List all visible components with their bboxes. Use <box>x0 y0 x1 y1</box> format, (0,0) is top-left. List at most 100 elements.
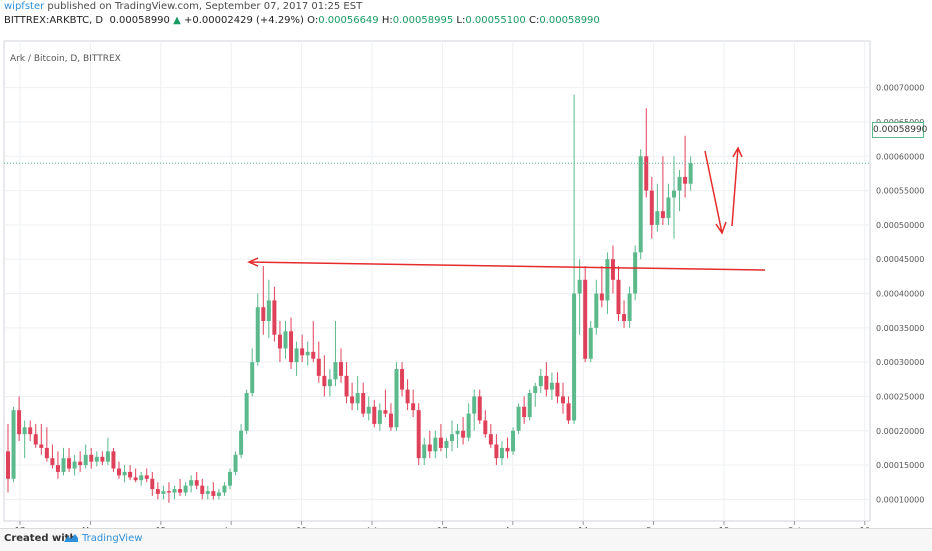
close-value: 0.00058990 <box>539 15 600 26</box>
change-arrow-icon: ▲ <box>173 15 181 26</box>
candle-body <box>483 420 488 435</box>
candle-body <box>183 485 188 493</box>
candle-body <box>261 307 266 321</box>
candles <box>6 94 693 503</box>
up-arrowhead-icon <box>732 146 743 158</box>
candle-body <box>305 351 310 356</box>
current-price-tag: 0.00058990 <box>872 122 927 138</box>
candle-body <box>477 396 482 421</box>
candle-body <box>122 471 127 476</box>
candle-body <box>566 403 571 421</box>
candle-body <box>422 444 427 459</box>
y-tick-label: 0.00060000 <box>876 152 924 161</box>
y-tick-label: 0.00070000 <box>876 84 924 93</box>
candle-body <box>450 434 454 442</box>
candle-body <box>222 485 227 493</box>
candle-body <box>83 454 88 466</box>
candle-body <box>339 362 343 376</box>
candle-body <box>622 314 627 321</box>
candle-body <box>549 382 554 390</box>
candle-body <box>466 413 471 438</box>
last-price: 0.00058990 <box>109 15 170 26</box>
candle-body <box>394 369 399 428</box>
candle-body <box>67 458 72 469</box>
candle-body <box>289 331 294 363</box>
author-link[interactable]: wipfster <box>4 1 45 12</box>
candle-body <box>577 279 582 294</box>
candle-body <box>672 190 676 198</box>
candle-body <box>283 331 288 349</box>
candle-body <box>688 163 693 184</box>
candle-body <box>150 478 155 490</box>
candle-body <box>255 307 260 363</box>
low-label: L: <box>456 15 466 26</box>
grid <box>4 41 870 521</box>
candle-body <box>89 454 94 462</box>
published-text: published on TradingView.com, September … <box>47 1 363 12</box>
candle-body <box>444 441 449 448</box>
symbol-label: BITTREX:ARKBTC, D <box>4 15 104 26</box>
candle-body <box>411 403 416 411</box>
candle-body <box>511 430 516 452</box>
candle-body <box>455 430 460 435</box>
candle-body <box>327 379 332 387</box>
y-tick-label: 0.00035000 <box>876 324 924 333</box>
candle-body <box>166 491 171 493</box>
candle-body <box>505 447 510 452</box>
candle-body <box>100 456 105 462</box>
candle-body <box>233 454 238 472</box>
y-tick-label: 0.00010000 <box>876 495 924 504</box>
candle-body <box>544 375 549 390</box>
created-with-text: Created with <box>4 533 77 544</box>
candle-body <box>683 176 688 184</box>
tradingview-link[interactable]: TradingView <box>82 533 143 544</box>
candle-body <box>427 444 432 452</box>
y-tick-label: 0.00045000 <box>876 255 924 264</box>
candle-body <box>377 410 382 424</box>
candle-body <box>228 471 232 486</box>
low-value: 0.00055100 <box>465 15 526 26</box>
candle-body <box>533 386 538 394</box>
candle-body <box>244 393 249 431</box>
candle-body <box>250 362 255 394</box>
support-resistance-line[interactable] <box>249 261 766 271</box>
y-tick-label: 0.00040000 <box>876 290 924 299</box>
candle-body <box>561 396 565 404</box>
candle-body <box>194 480 199 486</box>
candle-body <box>405 389 410 404</box>
candle-body <box>155 489 160 494</box>
left-arrowhead-icon <box>247 257 259 267</box>
high-value: 0.00058995 <box>392 15 454 26</box>
candle-body <box>39 444 44 448</box>
candle-body <box>205 491 210 494</box>
candle-body <box>350 396 355 404</box>
candle-body <box>494 444 499 459</box>
candle-body <box>616 279 621 315</box>
up-projection-arrow[interactable] <box>731 147 739 227</box>
candle-body <box>72 461 77 469</box>
candle-body <box>111 451 116 469</box>
candle-body <box>61 458 66 472</box>
candle-body <box>294 348 299 363</box>
candle-body <box>610 259 615 280</box>
candle-body <box>11 410 16 479</box>
price-axis[interactable]: 0.000700000.000650000.000600000.00055000… <box>876 84 924 505</box>
publish-info: wipfster published on TradingView.com, S… <box>4 1 362 13</box>
candle-body <box>316 358 321 376</box>
candle-body <box>366 406 371 414</box>
candle-body <box>211 491 216 496</box>
candle-body <box>6 451 10 479</box>
candle-body <box>17 410 22 435</box>
y-tick-label: 0.00050000 <box>876 221 924 230</box>
candle-body <box>594 293 599 328</box>
down-projection-arrow[interactable] <box>704 150 723 234</box>
candle-body <box>28 427 33 435</box>
candle-body <box>527 393 532 418</box>
candle-body <box>438 437 443 448</box>
candle-body <box>144 475 149 479</box>
candle-body <box>638 156 643 253</box>
candle-body <box>433 437 438 452</box>
chart-title: Ark / Bitcoin, D, BITTREX <box>10 54 121 64</box>
drawings[interactable] <box>4 146 870 271</box>
